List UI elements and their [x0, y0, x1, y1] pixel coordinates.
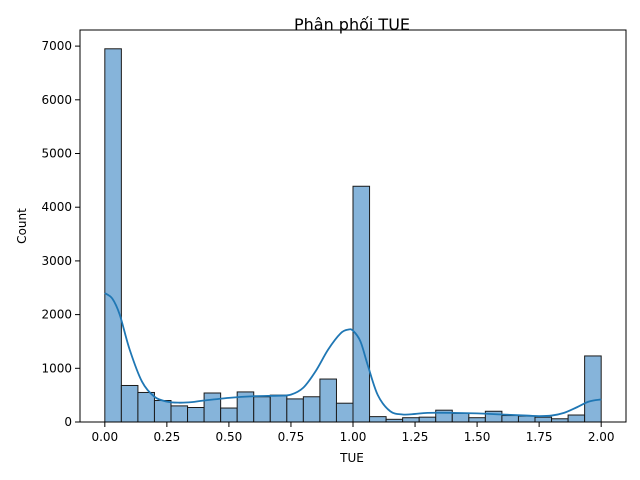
- y-tick-label: 1000: [41, 361, 72, 375]
- histogram-bar: [137, 391, 155, 423]
- y-tick-label: 0: [64, 415, 72, 429]
- y-tick-label: 5000: [41, 147, 72, 161]
- x-tick-label: 1.50: [464, 430, 491, 444]
- histogram-bar: [534, 416, 553, 423]
- x-axis-label: TUE: [339, 451, 364, 465]
- histogram-bar: [187, 407, 205, 423]
- x-tick-label: 1.75: [526, 430, 553, 444]
- histogram-bar: [352, 185, 371, 423]
- x-tick-label: 2.00: [588, 430, 615, 444]
- y-axis-label: Count: [15, 208, 29, 244]
- histogram-bar: [584, 355, 602, 423]
- x-tick-label: 0.25: [154, 430, 181, 444]
- y-axis-ticks: 0 1000 2000 3000 4000 5000 6000 7000: [41, 39, 80, 429]
- x-tick-label: 1.00: [340, 430, 367, 444]
- histogram-bar: [170, 405, 189, 423]
- histogram-bar: [402, 417, 420, 423]
- histogram-bar: [484, 410, 503, 423]
- histogram-bar: [319, 378, 337, 423]
- kde-line: [104, 292, 602, 417]
- histogram-bar: [517, 415, 536, 423]
- histogram-bar: [335, 402, 354, 423]
- y-tick-label: 2000: [41, 308, 72, 322]
- histogram-bar: [418, 416, 437, 423]
- x-axis-ticks: 0.00 0.25 0.50 0.75 1.00 1.25 1.50 1.75 2.00: [91, 422, 615, 444]
- x-tick-label: 0.00: [91, 430, 118, 444]
- x-tick-label: 1.25: [402, 430, 429, 444]
- y-tick-label: 7000: [41, 39, 72, 53]
- histogram-bar: [269, 394, 288, 423]
- x-tick-label: 0.75: [278, 430, 305, 444]
- histogram-bar: [468, 417, 486, 423]
- chart-title: Phân phối TUE: [294, 15, 410, 34]
- histogram-bar: [286, 398, 304, 423]
- histogram-bar: [153, 400, 172, 423]
- histogram-bar: [451, 412, 470, 423]
- y-tick-label: 4000: [41, 200, 72, 214]
- histogram-bar: [104, 48, 122, 423]
- x-tick-label: 0.50: [216, 430, 243, 444]
- histogram-bar: [253, 396, 271, 423]
- histogram-bar: [369, 416, 387, 423]
- histogram-bar: [567, 414, 586, 423]
- histogram-bar: [501, 415, 519, 423]
- histogram-bar: [120, 384, 139, 423]
- y-tick-label: 3000: [41, 254, 72, 268]
- histogram-bar: [302, 396, 321, 423]
- kde-curve-group: [104, 292, 602, 417]
- histogram-bar: [203, 392, 222, 423]
- histogram-bars: [104, 48, 602, 423]
- y-tick-label: 6000: [41, 93, 72, 107]
- histogram-bar: [220, 407, 238, 423]
